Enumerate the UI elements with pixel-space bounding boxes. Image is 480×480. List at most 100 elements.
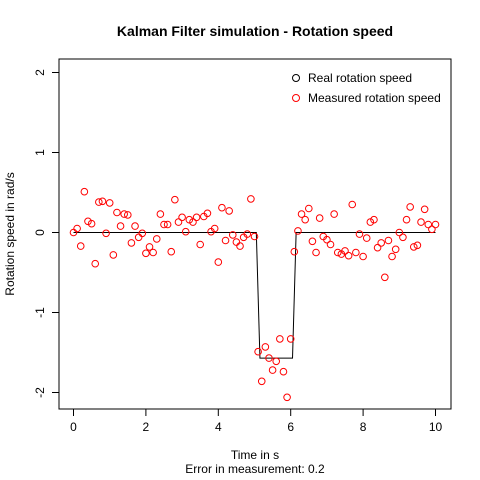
measured-point xyxy=(265,354,273,362)
measured-point xyxy=(203,209,212,218)
measured-point xyxy=(384,236,393,245)
measured-point xyxy=(276,335,284,343)
measured-point xyxy=(228,231,237,239)
real-speed-series xyxy=(73,232,436,359)
measured-point xyxy=(283,393,291,402)
y-axis-label: Rotation speed in rad/s xyxy=(3,172,17,295)
measured-point xyxy=(138,229,147,238)
measured-point xyxy=(301,215,309,224)
measured-point xyxy=(171,195,179,204)
measured-point xyxy=(312,248,320,257)
measured-point xyxy=(91,259,100,268)
measured-point xyxy=(196,240,204,249)
measured-point xyxy=(120,210,128,218)
chart-title: Kalman Filter simulation - Rotation spee… xyxy=(117,23,393,39)
measured-point xyxy=(290,247,299,256)
measured-point xyxy=(402,215,411,224)
measured-point xyxy=(131,222,139,230)
measured-point xyxy=(95,198,103,206)
measured-point xyxy=(330,210,338,218)
measured-point xyxy=(409,243,418,251)
measured-point xyxy=(388,252,396,261)
measured-point xyxy=(348,200,357,209)
legend-marker-measured xyxy=(292,94,300,102)
measured-speed-series xyxy=(69,187,440,402)
measured-point xyxy=(308,237,317,246)
measured-point xyxy=(247,195,255,203)
measured-point xyxy=(163,220,172,229)
measured-point xyxy=(341,247,349,255)
measured-point xyxy=(355,230,364,238)
measured-point xyxy=(232,238,241,246)
measured-point xyxy=(370,215,378,224)
measured-point xyxy=(279,367,288,376)
measured-point xyxy=(102,229,110,238)
measured-point xyxy=(294,227,302,235)
measured-point xyxy=(417,218,425,226)
measured-point xyxy=(413,241,422,250)
y-tick-label: 1 xyxy=(33,149,47,156)
measured-point xyxy=(272,357,281,366)
measured-point xyxy=(395,228,404,237)
measured-point xyxy=(116,222,125,230)
legend-marker-real xyxy=(292,74,300,82)
plot-frame xyxy=(58,58,452,410)
measured-point xyxy=(381,273,389,282)
measured-point xyxy=(431,220,440,229)
measured-point xyxy=(261,343,270,351)
y-tick-label: -1 xyxy=(33,307,47,318)
measured-point xyxy=(113,208,121,217)
measured-point xyxy=(297,210,306,218)
measured-point xyxy=(210,224,219,233)
measured-point xyxy=(373,243,382,252)
measured-point xyxy=(362,234,371,242)
measured-point xyxy=(192,213,201,222)
measured-point xyxy=(359,252,367,261)
measured-point xyxy=(424,220,433,229)
measured-point xyxy=(286,335,295,343)
x-tick-label: 6 xyxy=(287,420,294,434)
measured-point xyxy=(156,210,165,218)
measured-point xyxy=(344,251,353,260)
x-tick-label: 0 xyxy=(70,420,77,434)
y-tick-label: 2 xyxy=(33,69,47,76)
y-tick-label: 0 xyxy=(33,229,47,236)
measured-point xyxy=(181,227,190,236)
measured-point xyxy=(105,199,114,207)
measured-point xyxy=(80,187,89,196)
measured-point xyxy=(109,251,118,259)
x-axis: 0 2 4 6 8 10 xyxy=(70,408,442,434)
y-tick-label: -2 xyxy=(33,387,47,398)
measured-point xyxy=(406,203,414,211)
x-tick-label: 4 xyxy=(215,420,222,434)
legend: Real rotation speed Measured rotation sp… xyxy=(292,71,441,105)
measured-point xyxy=(142,249,150,258)
measured-point xyxy=(149,248,157,257)
measured-point xyxy=(305,204,313,213)
x-tick-label: 8 xyxy=(360,420,367,434)
measured-point xyxy=(377,239,386,247)
measured-point xyxy=(98,197,107,206)
x-axis-label: Time in s xyxy=(231,448,279,462)
y-axis: -2 -1 0 1 2 xyxy=(33,69,60,398)
measured-point xyxy=(124,211,132,219)
measured-point xyxy=(214,258,223,266)
measured-point xyxy=(254,347,262,356)
measured-point xyxy=(221,236,230,245)
measured-point xyxy=(167,247,176,256)
measured-point xyxy=(428,225,436,234)
measured-point xyxy=(333,248,342,257)
measured-point xyxy=(323,235,331,244)
measured-point xyxy=(250,232,259,241)
measured-point xyxy=(127,239,136,247)
measured-point xyxy=(352,248,360,257)
measured-point xyxy=(326,240,335,249)
measured-point xyxy=(145,243,154,251)
chart-subtitle: Error in measurement: 0.2 xyxy=(185,462,325,476)
measured-point xyxy=(225,207,233,215)
measured-point xyxy=(399,233,407,242)
measured-point xyxy=(236,242,244,250)
measured-point xyxy=(243,230,252,238)
legend-label-measured: Measured rotation speed xyxy=(308,91,441,105)
